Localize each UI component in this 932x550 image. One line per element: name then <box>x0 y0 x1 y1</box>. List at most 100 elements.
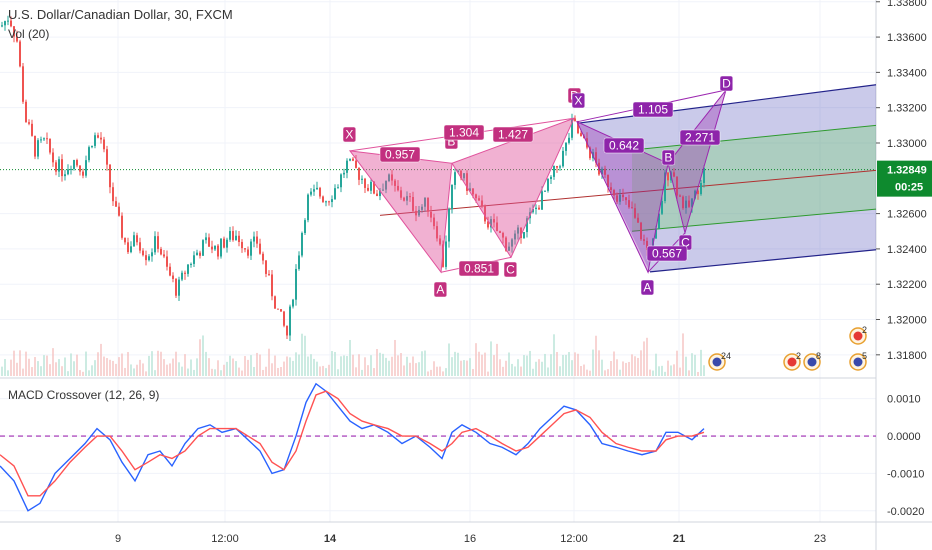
pattern2-ratio-label: 0.567 <box>652 247 682 261</box>
candle-body <box>157 236 159 249</box>
volume-bar <box>274 355 276 376</box>
candle-body <box>445 241 447 267</box>
candle-body <box>511 239 513 247</box>
candle-body <box>202 240 204 256</box>
price-tick-label: 1.33000 <box>887 138 927 150</box>
volume-bar <box>259 354 261 376</box>
volume-bar <box>562 354 564 376</box>
candle-body <box>481 200 483 206</box>
volume-bar <box>115 363 117 376</box>
candle-body <box>451 184 453 210</box>
volume-bar <box>463 360 465 376</box>
candle-body <box>466 173 468 191</box>
volume-bar <box>445 368 447 376</box>
candle-body <box>667 172 669 181</box>
candle-body <box>385 180 387 190</box>
volume-bar <box>703 365 705 376</box>
pattern1-ratio-label-box <box>443 124 485 141</box>
candle-body <box>19 41 21 67</box>
candle-body <box>220 238 222 257</box>
candle-body <box>37 140 39 157</box>
price-tick-label: 1.33200 <box>887 103 927 115</box>
volume-bar <box>145 371 147 376</box>
price-tick-label: 1.32000 <box>887 315 927 327</box>
candle-body <box>616 195 618 202</box>
volume-bar <box>634 356 636 376</box>
time-tick-label: 9 <box>115 533 121 545</box>
candle-body <box>409 196 411 198</box>
candle-body <box>163 254 165 257</box>
price-tick-label: 1.32400 <box>887 244 927 256</box>
event-flag-icon-inner <box>712 357 722 367</box>
candle-body <box>655 228 657 239</box>
candle-body <box>10 20 12 27</box>
volume-bar <box>550 354 552 376</box>
volume-bar <box>289 357 291 376</box>
volume-bar <box>322 365 324 376</box>
candle-body <box>115 201 117 207</box>
candle-body <box>205 237 207 241</box>
candle-body <box>73 160 75 169</box>
volume-bar <box>172 358 174 376</box>
volume-bar <box>169 363 171 376</box>
channel-median-line <box>379 169 877 216</box>
volume-bar <box>628 361 630 376</box>
volume-bar <box>28 358 30 376</box>
volume-bar <box>487 371 489 376</box>
event-count-label: 5 <box>862 351 867 361</box>
event-icons[interactable]: 24 2 8 2 5 <box>708 325 867 371</box>
volume-bar <box>100 343 102 376</box>
volume-bar <box>640 350 642 376</box>
volume-bar <box>109 359 111 376</box>
candle-body <box>184 272 186 274</box>
volume-bar <box>268 348 270 376</box>
event-count-label: 2 <box>796 351 801 361</box>
volume-bar <box>67 371 69 376</box>
candle-body <box>472 188 474 195</box>
volume-bar <box>496 343 498 376</box>
volume-bar <box>646 337 648 376</box>
volume-bar <box>424 350 426 376</box>
pattern1-ratio-label: 1.427 <box>498 128 528 142</box>
time-tick-label: 23 <box>814 533 826 545</box>
candle-body <box>400 190 402 198</box>
candle-body <box>601 168 603 175</box>
candle-body <box>229 231 231 240</box>
candle-body <box>106 149 108 165</box>
candle-body <box>253 236 255 242</box>
pattern1-point-label-box <box>433 281 448 298</box>
candle-body <box>340 174 342 188</box>
candle-body <box>646 240 648 250</box>
candle-body <box>379 190 381 197</box>
volume-bar <box>430 369 432 376</box>
volume-bar <box>475 343 477 376</box>
volume-bar <box>382 353 384 376</box>
candle-body <box>532 209 534 213</box>
volume-bar <box>76 354 78 376</box>
volume-bar <box>358 354 360 376</box>
candle-body <box>319 187 321 197</box>
volume-bar <box>469 358 471 376</box>
candle-body <box>244 248 246 250</box>
candle-body <box>28 122 30 124</box>
signal-series-line <box>0 390 705 497</box>
volume-bar <box>412 356 414 376</box>
time-tick-label: 12:00 <box>211 533 239 545</box>
volume-bar <box>211 368 213 376</box>
candle-body <box>46 138 48 140</box>
candle-body <box>1 25 3 27</box>
channel-inner-upper <box>631 124 877 151</box>
candle-body <box>352 158 354 161</box>
candle-body <box>415 210 417 216</box>
candle-body <box>94 135 96 146</box>
candle-body <box>247 249 249 256</box>
pattern2-ratio-label: 2.271 <box>685 131 715 145</box>
candle-body <box>91 145 93 148</box>
volume-bar <box>592 349 594 376</box>
volume-bar <box>220 370 222 376</box>
candle-body <box>634 208 636 218</box>
candle-body <box>358 167 360 180</box>
candle-body <box>544 190 546 192</box>
volume-bar <box>340 356 342 376</box>
